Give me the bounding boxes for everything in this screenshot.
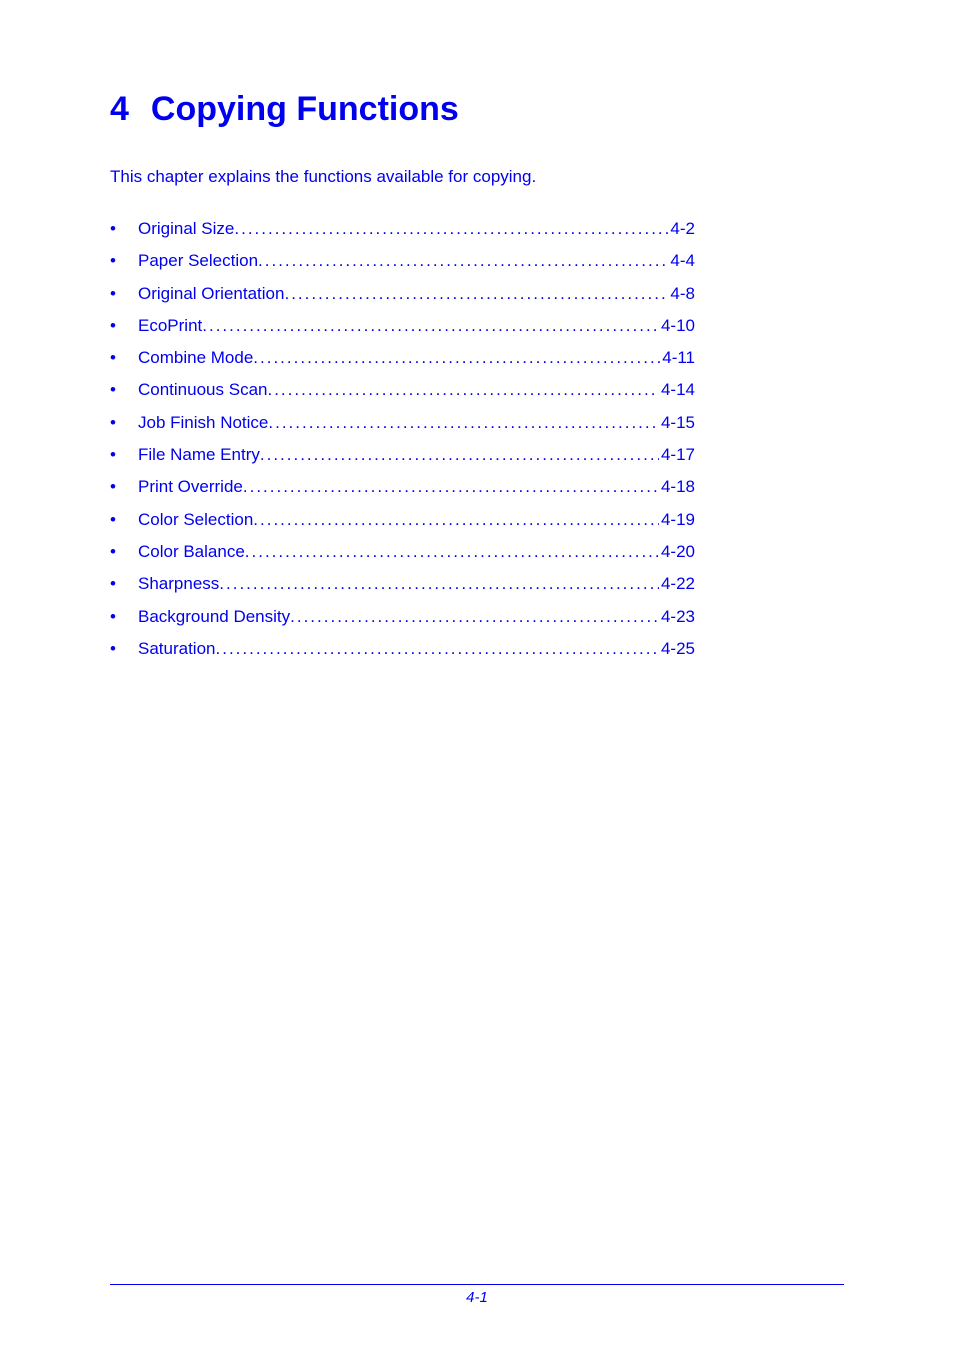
toc-item[interactable]: • Combine Mode 4-11 bbox=[110, 342, 695, 374]
toc-label: Original Size bbox=[138, 213, 234, 245]
toc-label: File Name Entry bbox=[138, 439, 260, 471]
bullet-icon: • bbox=[110, 536, 138, 568]
toc-page: 4-11 bbox=[660, 342, 695, 374]
toc-leader bbox=[284, 278, 668, 310]
bullet-icon: • bbox=[110, 504, 138, 536]
toc-item[interactable]: • Print Override 4-18 bbox=[110, 471, 695, 503]
chapter-heading: 4 Copying Functions bbox=[110, 90, 844, 129]
toc-item[interactable]: • Original Size 4-2 bbox=[110, 213, 695, 245]
toc-label: Sharpness bbox=[138, 568, 219, 600]
toc-label: Job Finish Notice bbox=[138, 407, 268, 439]
toc-label: Color Selection bbox=[138, 504, 253, 536]
chapter-title-text: Copying Functions bbox=[151, 90, 459, 128]
toc-leader bbox=[260, 439, 659, 471]
toc-page: 4-2 bbox=[668, 213, 695, 245]
toc-label: Saturation bbox=[138, 633, 216, 665]
bullet-icon: • bbox=[110, 407, 138, 439]
bullet-icon: • bbox=[110, 601, 138, 633]
toc-leader bbox=[258, 245, 668, 277]
footer-rule bbox=[110, 1284, 844, 1285]
toc-page: 4-15 bbox=[659, 407, 695, 439]
toc-leader bbox=[202, 310, 659, 342]
toc-leader bbox=[267, 374, 658, 406]
toc-page: 4-20 bbox=[659, 536, 695, 568]
toc-page: 4-19 bbox=[659, 504, 695, 536]
toc-page: 4-25 bbox=[659, 633, 695, 665]
bullet-icon: • bbox=[110, 439, 138, 471]
toc-item[interactable]: • File Name Entry 4-17 bbox=[110, 439, 695, 471]
toc-item[interactable]: • Original Orientation 4-8 bbox=[110, 278, 695, 310]
toc-page: 4-14 bbox=[659, 374, 695, 406]
toc-leader bbox=[253, 342, 660, 374]
toc-label: Background Density bbox=[138, 601, 290, 633]
toc-item[interactable]: • Job Finish Notice 4-15 bbox=[110, 407, 695, 439]
toc-label: Color Balance bbox=[138, 536, 245, 568]
page-footer: 4-1 bbox=[110, 1284, 844, 1306]
toc-leader bbox=[268, 407, 659, 439]
chapter-intro: This chapter explains the functions avai… bbox=[110, 167, 844, 187]
toc-label: EcoPrint bbox=[138, 310, 202, 342]
footer-page-number: 4-1 bbox=[110, 1289, 844, 1306]
bullet-icon: • bbox=[110, 633, 138, 665]
bullet-icon: • bbox=[110, 374, 138, 406]
bullet-icon: • bbox=[110, 310, 138, 342]
toc-item[interactable]: • Background Density 4-23 bbox=[110, 601, 695, 633]
toc-item[interactable]: • Continuous Scan 4-14 bbox=[110, 374, 695, 406]
bullet-icon: • bbox=[110, 471, 138, 503]
toc-page: 4-8 bbox=[668, 278, 695, 310]
toc-leader bbox=[253, 504, 659, 536]
toc-label: Combine Mode bbox=[138, 342, 253, 374]
toc-leader bbox=[290, 601, 659, 633]
bullet-icon: • bbox=[110, 278, 138, 310]
toc-label: Paper Selection bbox=[138, 245, 258, 277]
bullet-icon: • bbox=[110, 568, 138, 600]
toc-leader bbox=[216, 633, 659, 665]
toc-leader bbox=[245, 536, 659, 568]
chapter-number: 4 bbox=[110, 90, 129, 129]
toc-item[interactable]: • Sharpness 4-22 bbox=[110, 568, 695, 600]
bullet-icon: • bbox=[110, 213, 138, 245]
toc-leader bbox=[243, 471, 659, 503]
toc-page: 4-10 bbox=[659, 310, 695, 342]
table-of-contents: • Original Size 4-2 • Paper Selection 4-… bbox=[110, 213, 695, 665]
bullet-icon: • bbox=[110, 342, 138, 374]
toc-label: Print Override bbox=[138, 471, 243, 503]
toc-page: 4-4 bbox=[668, 245, 695, 277]
toc-leader bbox=[219, 568, 659, 600]
toc-item[interactable]: • Paper Selection 4-4 bbox=[110, 245, 695, 277]
document-page: 4 Copying Functions This chapter explains… bbox=[0, 0, 954, 1350]
toc-item[interactable]: • Color Selection 4-19 bbox=[110, 504, 695, 536]
toc-page: 4-18 bbox=[659, 471, 695, 503]
toc-page: 4-23 bbox=[659, 601, 695, 633]
toc-page: 4-17 bbox=[659, 439, 695, 471]
toc-label: Original Orientation bbox=[138, 278, 284, 310]
bullet-icon: • bbox=[110, 245, 138, 277]
toc-label: Continuous Scan bbox=[138, 374, 267, 406]
toc-leader bbox=[234, 213, 668, 245]
toc-item[interactable]: • Color Balance 4-20 bbox=[110, 536, 695, 568]
toc-item[interactable]: • Saturation 4-25 bbox=[110, 633, 695, 665]
toc-page: 4-22 bbox=[659, 568, 695, 600]
toc-item[interactable]: • EcoPrint 4-10 bbox=[110, 310, 695, 342]
